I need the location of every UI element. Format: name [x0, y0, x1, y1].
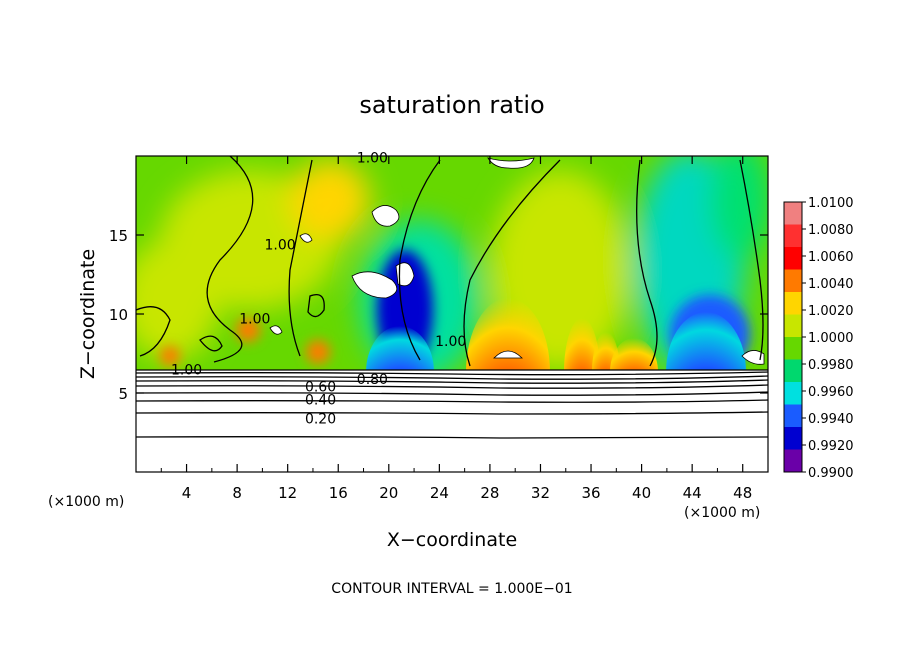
colorbar-label: 0.9920: [808, 439, 854, 454]
y-axis-ticks: 5 10 15: [109, 227, 768, 403]
contour-line: [288, 159, 313, 357]
colorbar-swatch: [784, 202, 802, 225]
x-tick-label: 32: [531, 484, 550, 502]
x-tick-label: 20: [379, 484, 398, 502]
cloud-patch: [493, 350, 523, 359]
x-tick-label: 36: [581, 484, 600, 502]
contour-line: [636, 159, 658, 367]
cloud-patch: [487, 157, 535, 169]
contour-lines: [136, 156, 768, 439]
x-tick-label: 40: [632, 484, 651, 502]
contour-label: 1.00: [171, 362, 202, 378]
colorbar-label: 0.9940: [808, 412, 854, 427]
cloud-patches: [269, 157, 765, 365]
contour-line: [206, 156, 254, 363]
colorbar-label: 1.0080: [808, 223, 854, 238]
contour-line: [136, 379, 768, 384]
cloud-patch: [269, 325, 283, 335]
contour-interval-note: CONTOUR INTERVAL = 1.000E−01: [331, 581, 572, 597]
x-tick-label: 12: [278, 484, 297, 502]
contour-line: [136, 399, 768, 403]
colorbar-swatch: [784, 382, 802, 405]
colorbar-label: 1.0100: [808, 196, 854, 211]
y-axis-label: Z−coordinate: [77, 249, 99, 379]
cloud-patch: [741, 350, 765, 365]
cloud-patch: [395, 262, 415, 287]
cloud-patch: [299, 233, 313, 243]
colorbar-label: 1.0020: [808, 304, 854, 319]
moist-anomaly: [236, 318, 260, 342]
colorbar-swatch: [784, 269, 802, 293]
x-unit-label-left: (×1000 m): [48, 494, 124, 510]
chart-title: saturation ratio: [359, 91, 544, 119]
contour-line: [136, 436, 768, 439]
x-unit-label-right: (×1000 m): [684, 505, 760, 521]
x-tick-label: 16: [329, 484, 348, 502]
colorbar-swatch: [784, 427, 802, 450]
colorbar-label: 1.0060: [808, 250, 854, 265]
colorbar-label: 1.0040: [808, 277, 854, 292]
cloud-patch: [351, 271, 398, 299]
colorbar-swatch: [784, 404, 802, 428]
colorbar-swatch: [784, 224, 802, 248]
colorbar-swatch: [784, 449, 802, 473]
x-tick-label: 44: [683, 484, 702, 502]
contour-labels: 1.00 1.00 1.00 1.00 1.00 0.60 0.80 0.40 0.20: [171, 151, 466, 428]
colorbar-swatch: [784, 359, 802, 383]
x-tick-label: 28: [480, 484, 499, 502]
contour-line: [463, 159, 561, 367]
colorbar: 1.0100 1.0080 1.0060 1.0040 1.0020 1.0000 0.99…: [783, 196, 854, 481]
colorbar-swatch: [784, 314, 802, 338]
contour-line: [136, 384, 768, 389]
y-tick-label: 15: [109, 227, 128, 245]
yellow-region: [136, 240, 220, 360]
contour-label: 1.00: [357, 151, 388, 167]
x-axis-label: X−coordinate: [387, 529, 517, 551]
contour-line: [307, 293, 325, 318]
contour-label: 1.00: [435, 334, 466, 350]
contour-label: 1.00: [265, 237, 296, 253]
x-axis-ticks: 4 8 12 16 20 24 28 32 36 40 44 48: [160, 156, 752, 502]
colorbar-swatch: [784, 292, 802, 315]
cyan-region: [710, 156, 768, 260]
contour-line: [739, 159, 764, 361]
colorbar-swatch: [784, 247, 802, 270]
contour-line: [136, 411, 768, 415]
x-tick-label: 4: [182, 484, 192, 502]
colorbar-label: 0.9900: [808, 466, 854, 481]
moist-anomaly: [160, 346, 180, 366]
contour-line: [199, 335, 223, 352]
colorbar-label: 1.0000: [808, 331, 854, 346]
saturation-field: [136, 156, 768, 472]
x-tick-label: 24: [430, 484, 449, 502]
contour-label: 0.20: [305, 411, 336, 427]
contour-label: 0.80: [357, 372, 388, 388]
contour-line: [136, 306, 171, 357]
x-tick-label: 8: [232, 484, 242, 502]
x-tick-label: 48: [733, 484, 752, 502]
contour-line: [136, 391, 768, 396]
cloud-patch: [371, 205, 400, 227]
contour-line: [136, 371, 768, 376]
colorbar-swatch: [784, 337, 802, 360]
y-tick-label: 10: [109, 306, 128, 324]
contour-line: [136, 375, 768, 380]
y-tick-label: 5: [118, 385, 128, 403]
moist-anomaly: [306, 340, 330, 364]
contour-label: 0.60: [305, 380, 336, 396]
colorbar-label: 0.9960: [808, 385, 854, 400]
contour-label: 1.00: [239, 312, 270, 328]
colorbar-label: 0.9980: [808, 358, 854, 373]
yellow-region: [290, 160, 370, 240]
contour-label: 0.40: [305, 392, 336, 408]
contour-line: [398, 159, 441, 361]
